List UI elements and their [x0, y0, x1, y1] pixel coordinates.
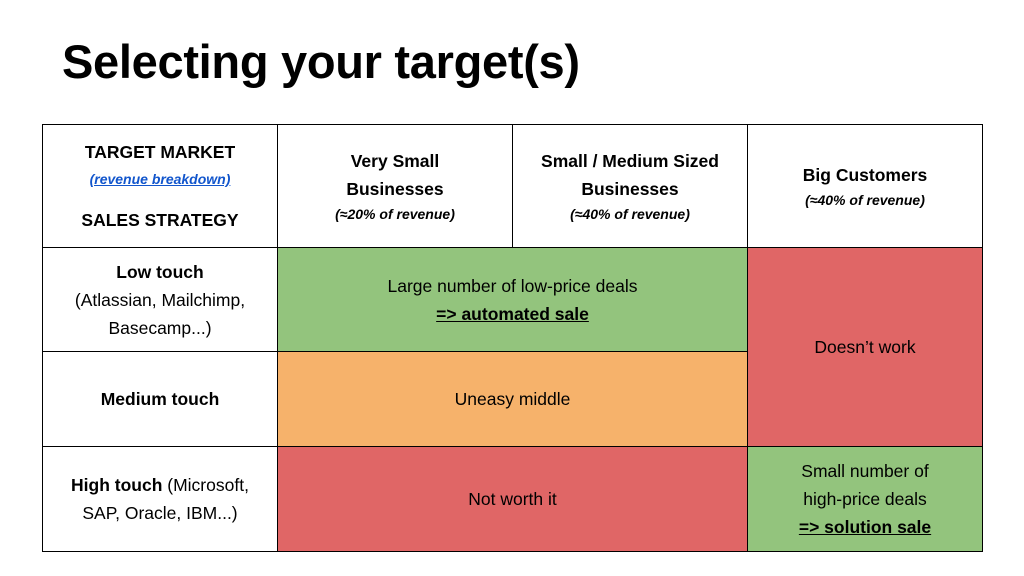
cell-doesnt-work: Doesn’t work — [747, 247, 983, 447]
revenue-share: (≈20% of revenue) — [335, 205, 455, 222]
row-medium-touch: Medium touch Uneasy middle — [42, 351, 983, 447]
column-header-big-customers: Big Customers (≈40% of revenue) — [747, 124, 983, 248]
cell-text: Doesn’t work — [814, 337, 916, 357]
corner-header-cell: TARGET MARKET (revenue breakdown) SALES … — [42, 124, 278, 248]
row-examples: (Microsoft, — [162, 475, 249, 495]
row-examples: Basecamp...) — [108, 317, 212, 338]
cell-text: high-price deals — [803, 489, 927, 509]
cell-uneasy-middle: Uneasy middle — [277, 351, 748, 447]
header-row: TARGET MARKET (revenue breakdown) SALES … — [42, 124, 983, 248]
cell-text: Not worth it — [468, 489, 557, 509]
cell-automated-sale: Large number of low-price deals => autom… — [277, 247, 748, 352]
cell-not-worth-it: Not worth it — [277, 446, 748, 552]
column-label: Small / Medium Sized — [541, 150, 719, 171]
row-low-touch: Low touch (Atlassian, Mailchimp, Basecam… — [42, 247, 983, 447]
target-sales-matrix: TARGET MARKET (revenue breakdown) SALES … — [42, 124, 983, 552]
column-label: Businesses — [346, 178, 444, 199]
row-header-high-touch: High touch (Microsoft, SAP, Oracle, IBM.… — [42, 446, 278, 552]
cell-solution-sale: Small number of high-price deals => solu… — [747, 446, 983, 552]
column-label: Big Customers — [802, 164, 928, 185]
target-market-label: TARGET MARKET — [84, 141, 236, 162]
revenue-breakdown-link[interactable]: (revenue breakdown) — [89, 170, 231, 187]
revenue-share: (≈40% of revenue) — [805, 191, 925, 208]
row-examples: (Atlassian, Mailchimp, — [74, 289, 246, 310]
revenue-share: (≈40% of revenue) — [570, 205, 690, 222]
column-label: Businesses — [581, 178, 679, 199]
column-header-small-medium: Small / Medium Sized Businesses (≈40% of… — [512, 124, 748, 248]
row-label: Low touch — [116, 261, 204, 282]
cell-text: Small number of — [801, 461, 929, 481]
cell-conclusion: => solution sale — [798, 517, 932, 537]
row-header-low-touch: Low touch (Atlassian, Mailchimp, Basecam… — [42, 247, 278, 352]
row-label: Medium touch — [100, 389, 220, 409]
row-examples: SAP, Oracle, IBM...) — [82, 503, 238, 523]
column-label: Very Small — [350, 150, 440, 171]
slide-title: Selecting your target(s) — [62, 35, 580, 88]
row-header-medium-touch: Medium touch — [42, 351, 278, 447]
sales-strategy-label: SALES STRATEGY — [81, 210, 239, 231]
cell-conclusion: => automated sale — [436, 303, 589, 324]
row-label: High touch — [71, 475, 163, 495]
row-high-touch: High touch (Microsoft, SAP, Oracle, IBM.… — [42, 446, 983, 552]
cell-text: Uneasy middle — [454, 389, 571, 409]
column-header-very-small: Very Small Businesses (≈20% of revenue) — [277, 124, 513, 248]
cell-text: Large number of low-price deals — [387, 275, 638, 296]
